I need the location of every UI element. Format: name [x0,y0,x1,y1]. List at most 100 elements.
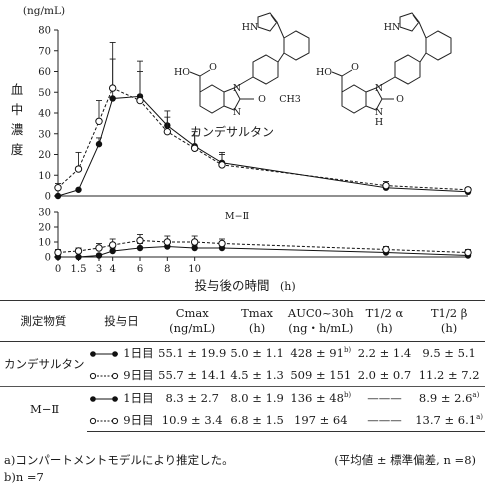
hdr-t12b-unit: (h) [440,321,458,335]
auc-footnote-mark: b) [343,391,352,400]
cell-tmax: 6.8 ± 1.5 [228,409,286,432]
cell-tmax: 5.0 ± 1.1 [230,346,284,360]
cell-t12a: 2.2 ± 1.4 [357,346,412,360]
footnotes: a)コンパートメントモデルにより推定した。 (平均値 ± 標準偏差, n =8)… [4,452,482,486]
upper-point-filled [54,192,62,200]
biphenyl-link-bond [277,52,285,63]
cell-day: 9日目 [86,409,157,432]
m2-ring-n-label: N [375,107,383,118]
m2-biphenyl-lower-ring [394,54,421,85]
lower-point-open [464,248,472,257]
upper-y-tick-label: 70 [38,46,51,57]
lower-point-filled [136,244,144,252]
m2-tetrazole-biphenyl-bond [418,21,427,39]
m2-n-label: N [375,83,383,94]
m2-o-label: O [351,62,359,73]
lower-point-filled [191,244,198,252]
cell-t12a: ——— [355,409,414,432]
upper-y-tick-label: 0 [45,192,51,203]
x-axis-unit: (h) [280,280,296,293]
upper-point-open [163,127,172,136]
lower-point-open [382,245,390,254]
m2-ring-h-label: H [375,117,383,128]
hdr-auc-unit: (ng・h/mL) [288,321,354,335]
table-header-row: 測定物質 投与日 Cmax (ng/mL) Tmax (h) AUC0~30h (ng… [0,300,485,342]
upper-y-tick-label: 10 [38,171,51,182]
t12b-footnote-mark: a) [472,391,480,400]
hdr-auc-name: AUC0~30h [287,306,354,320]
lower-x-tick-label: 6 [137,264,143,275]
hdr-tmax-unit: (h) [248,321,266,335]
hdr-t12b: T1/2 β (h) [413,300,485,342]
m2-atom-labels: HN HO O N N H O [316,22,404,128]
upper-point-open [74,165,83,173]
cell-auc: 428 ± 91b) [286,342,356,365]
m2-oh-label: HO [316,67,332,78]
cell-day: 9日目 [87,364,156,387]
biphenyl-upper-ring [283,30,310,61]
hdr-t12b-name: T1/2 β [430,306,468,320]
cand-ether-o-label: O [258,94,266,105]
cell-t12b: 8.9 ± 2.6a) [413,386,485,409]
table-row: カンデサルタン 1日目 55.1 ± 19.9 5.0 ± 1.1 428 ± … [0,342,485,371]
auc-value: 509 ± 151 [290,368,352,382]
lower-point-open [163,238,172,246]
upper-point-open [218,161,226,169]
m2-carbonyl-bond [341,69,353,77]
m2-hydroxyl-bond [331,71,343,77]
cell-t12b: 11.2 ± 7.2 [413,364,485,387]
legend-filled-marker [90,396,119,402]
hydroxyl-bond [189,71,201,77]
hdr-cmax: Cmax (ng/mL) [156,300,229,342]
auc-value: 197 ± 64 [294,413,348,427]
cell-compound-candesartan: カンデサルタン [4,357,85,371]
upper-point-open [190,144,199,152]
auc-value: 428 ± 91 [290,346,344,360]
upper-point-filled [109,95,116,102]
hdr-tmax: Tmax (h) [228,300,286,342]
cell-auc: 197 ± 64 [285,409,356,432]
table-row: 9日目 55.7 ± 14.1 4.5 ± 1.3 509 ± 151 2.0 … [0,364,485,387]
cell-day: 1日目 [86,386,157,409]
x-axis-title: 投与後の時間 [194,278,269,293]
candesartan-structure [189,12,310,114]
upper-point-open [108,84,117,92]
lower-x-tick-label: 1.5 [71,264,87,275]
pk-chart: 0 10 20 30 40 50 60 70 80 0 10 20 30 0 1.5 3 4 6 8 10 (ng/… [11,5,472,293]
upper-series-line-open [57,87,469,191]
lower-x-tick-label: 8 [164,264,170,275]
cell-day: 1日目 [87,342,156,365]
lower-y-tick-label: 10 [38,238,51,249]
lower-point-open [54,248,62,257]
cell-auc: 509 ± 151 [286,364,356,387]
t12b-value: 13.7 ± 6.1 [415,413,477,427]
cell-t12a: 2.0 ± 0.7 [357,368,412,382]
table-row: 9日目 10.9 ± 3.4 6.8 ± 1.5 197 ± 64 ——— 13… [0,409,485,432]
upper-y-tick-label: 80 [38,26,51,37]
cand-nh-label: HN [242,22,259,33]
upper-point-open [136,96,144,105]
tetrazole-double-bond [270,14,277,23]
cell-compound-m2: M−Ⅱ [0,386,87,432]
footnote-stats: (平均値 ± 標準偏差, n =8) [334,453,476,467]
m2-structure [331,12,452,114]
lower-point-open [95,244,103,252]
lower-y-tick-label: 20 [38,223,51,234]
upper-y-tick-label: 30 [38,129,51,140]
cell-t12b: 13.7 ± 6.1a) [413,409,485,432]
footnote-b: b)n =7 [4,470,44,484]
hdr-t12a-unit: (h) [376,321,393,335]
hdr-t12a-name: T1/2 α [365,306,404,320]
y-axis-title-char-4: 度 [11,142,24,157]
cell-cmax: 8.3 ± 2.7 [156,386,229,409]
m2-tetrazole-double-bond [412,14,419,23]
lower-panel-m2: 0 10 20 30 0 1.5 3 4 6 8 10 [38,208,472,275]
t12b-value: 9.5 ± 5.1 [422,346,476,360]
y-unit-label: (ng/mL) [23,5,65,17]
lower-x-tick-label: 3 [96,264,102,275]
lower-point-filled [109,247,116,255]
pk-parameter-table: 測定物質 投与日 Cmax (ng/mL) Tmax (h) AUC0~30h (ng… [0,300,485,432]
lower-point-open [108,241,117,249]
cell-t12a: ——— [355,386,414,409]
m2-biphenyl-link-bond [419,52,427,63]
